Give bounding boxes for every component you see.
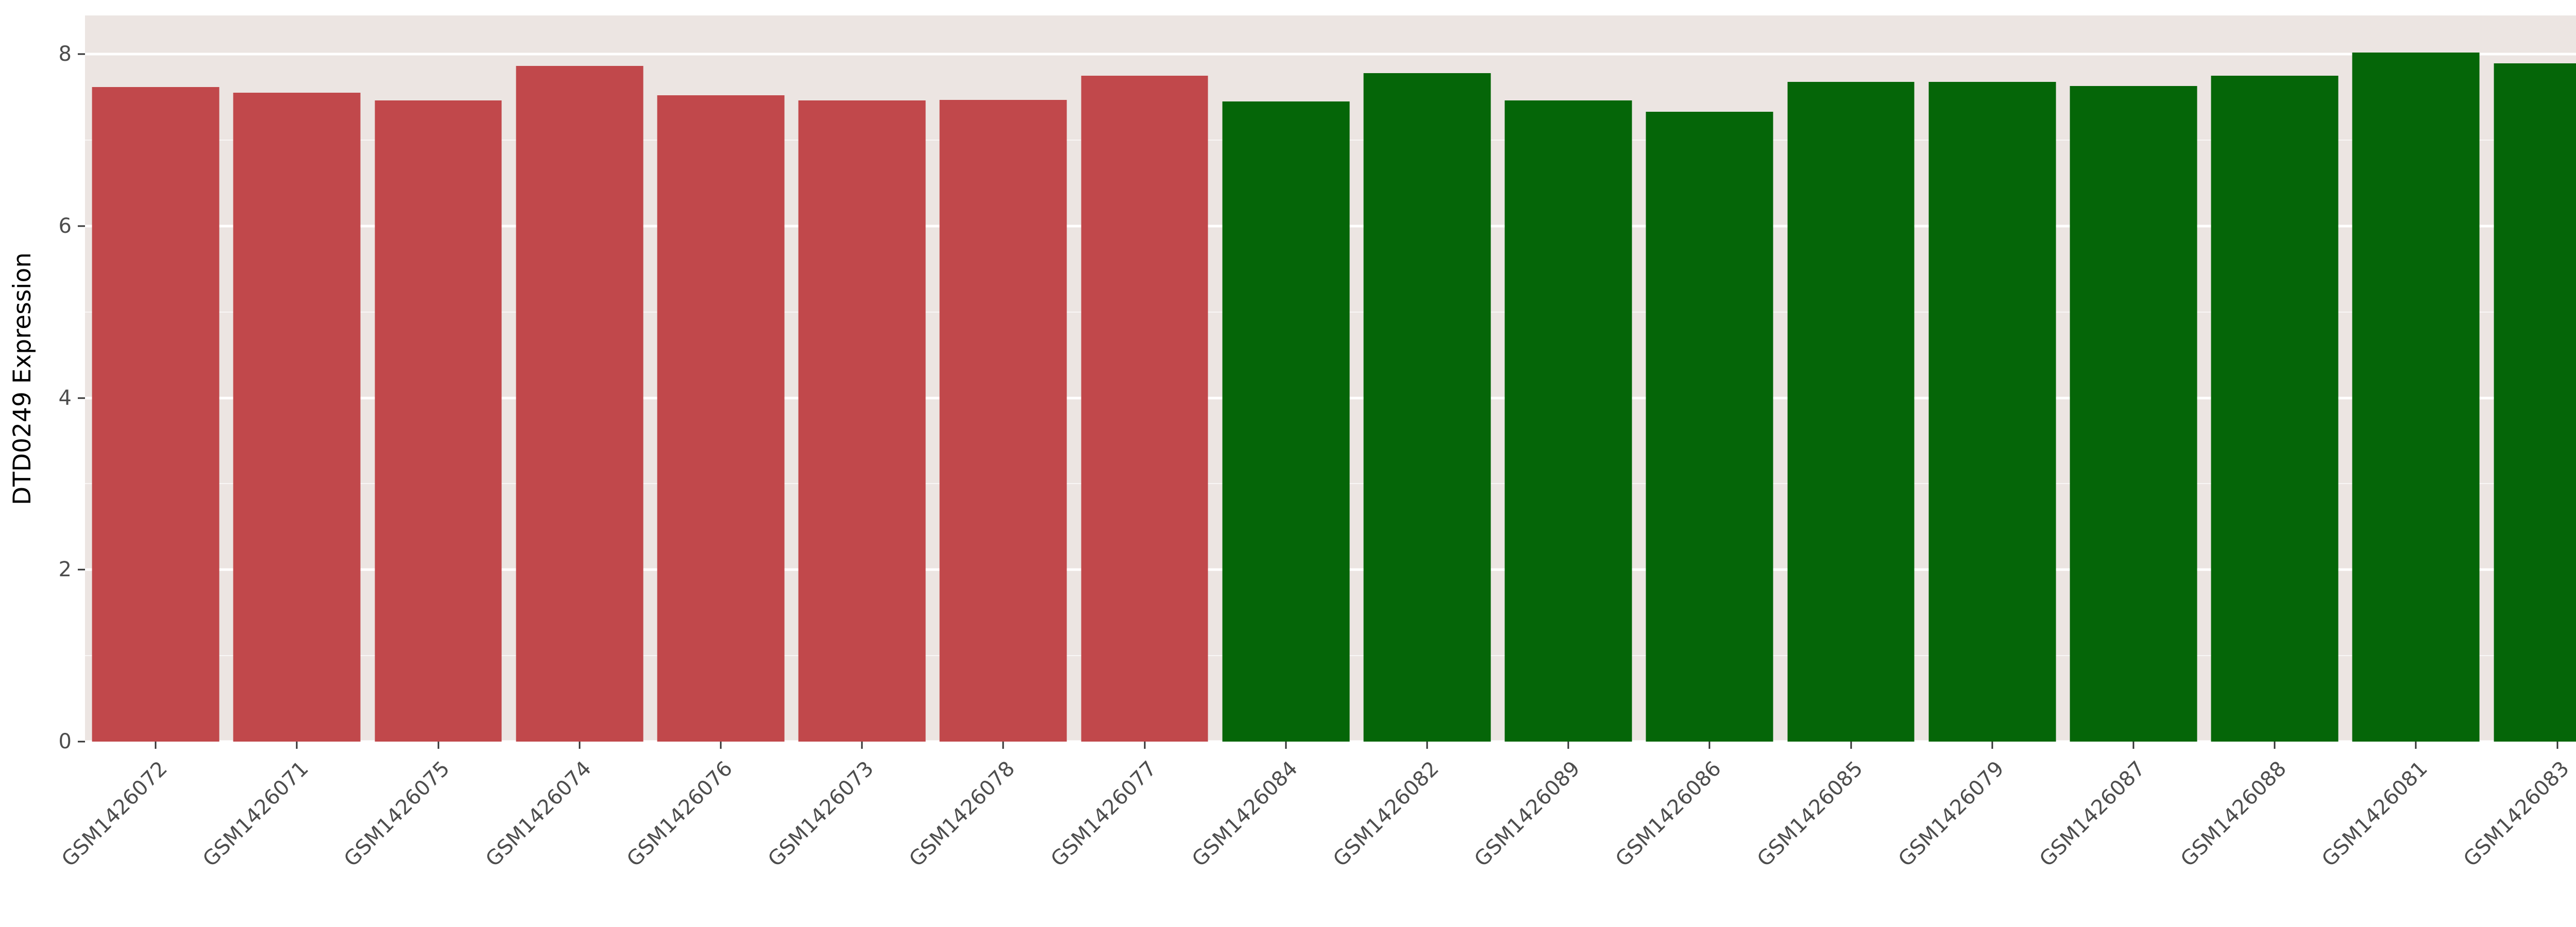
bar-GSM1426086 — [1646, 111, 1773, 742]
x-tick-mark — [1002, 742, 1004, 749]
x-tick-mark — [1144, 742, 1146, 749]
bar-GSM1426083 — [2494, 63, 2576, 742]
y-tick-mark — [78, 569, 85, 571]
x-tick-mark — [437, 742, 439, 749]
y-tick-mark — [78, 397, 85, 399]
x-tick-mark — [861, 742, 863, 749]
x-tick-label: GSM1426073 — [764, 757, 878, 872]
x-tick-label: GSM1426074 — [481, 757, 596, 872]
x-tick-label: GSM1426075 — [340, 757, 455, 872]
major-gridline — [85, 53, 2576, 56]
x-tick-mark — [2415, 742, 2417, 749]
x-tick-label: GSM1426088 — [2176, 757, 2292, 872]
x-tick-mark — [2132, 742, 2134, 749]
x-tick-mark — [2274, 742, 2276, 749]
x-tick-mark — [155, 742, 157, 749]
x-tick-label: GSM1426076 — [622, 757, 737, 872]
x-tick-label: GSM1426071 — [198, 757, 314, 872]
bar-GSM1426085 — [1787, 81, 1915, 742]
x-tick-label: GSM1426084 — [1187, 757, 1302, 872]
x-tick-label: GSM1426089 — [1470, 757, 1585, 872]
x-tick-label: GSM1426079 — [1893, 757, 2009, 872]
x-tick-mark — [1567, 742, 1569, 749]
bar-GSM1426072 — [92, 87, 219, 742]
x-axis: GSM1426072 GSM1426071 GSM1426075 GSM1426074… — [57, 742, 2576, 927]
y-tick-label: 4 — [58, 386, 72, 410]
x-tick-label: GSM1426078 — [905, 757, 1020, 872]
x-tick-mark — [1850, 742, 1852, 749]
bar-GSM1426082 — [1363, 73, 1491, 742]
y-tick-label: 6 — [58, 214, 72, 238]
y-tick-label: 2 — [58, 558, 72, 582]
y-tick-mark — [78, 741, 85, 743]
bar-GSM1426074 — [516, 66, 643, 742]
x-tick-label: GSM1426077 — [1046, 757, 1161, 872]
x-tick-label: GSM1426083 — [2459, 757, 2574, 872]
x-tick-label: GSM1426082 — [1329, 757, 1444, 872]
x-tick-mark — [579, 742, 581, 749]
bar-GSM1426081 — [2352, 52, 2480, 742]
x-tick-label: GSM1426087 — [2035, 757, 2150, 872]
x-tick-mark — [2556, 742, 2558, 749]
bar-GSM1426089 — [1504, 100, 1632, 742]
bar-GSM1426075 — [375, 100, 502, 742]
bar-GSM1426088 — [2211, 75, 2338, 742]
bar-GSM1426078 — [939, 99, 1067, 742]
bar-GSM1426076 — [657, 95, 785, 742]
y-tick-label: 0 — [58, 730, 72, 753]
x-tick-label: GSM1426072 — [57, 757, 172, 872]
bar-GSM1426077 — [1081, 75, 1208, 742]
x-tick-mark — [1285, 742, 1287, 749]
bar-GSM1426071 — [233, 93, 361, 742]
bar-GSM1426087 — [2070, 85, 2197, 742]
x-tick-mark — [720, 742, 722, 749]
x-tick-label: GSM1426086 — [1611, 757, 1726, 872]
plot-panel — [85, 15, 2576, 742]
bar-GSM1426073 — [798, 100, 926, 742]
y-tick-label: 8 — [58, 42, 72, 66]
bar-GSM1426079 — [1928, 81, 2056, 742]
x-tick-label: GSM1426081 — [2317, 757, 2433, 872]
x-tick-mark — [1991, 742, 1993, 749]
x-tick-mark — [296, 742, 298, 749]
x-tick-mark — [1426, 742, 1428, 749]
x-tick-mark — [1708, 742, 1710, 749]
bar-GSM1426084 — [1222, 101, 1350, 742]
y-tick-mark — [78, 53, 85, 55]
y-axis: 0 2 4 6 8 — [0, 15, 85, 752]
y-tick-mark — [78, 225, 85, 227]
x-tick-label: GSM1426085 — [1752, 757, 1868, 872]
